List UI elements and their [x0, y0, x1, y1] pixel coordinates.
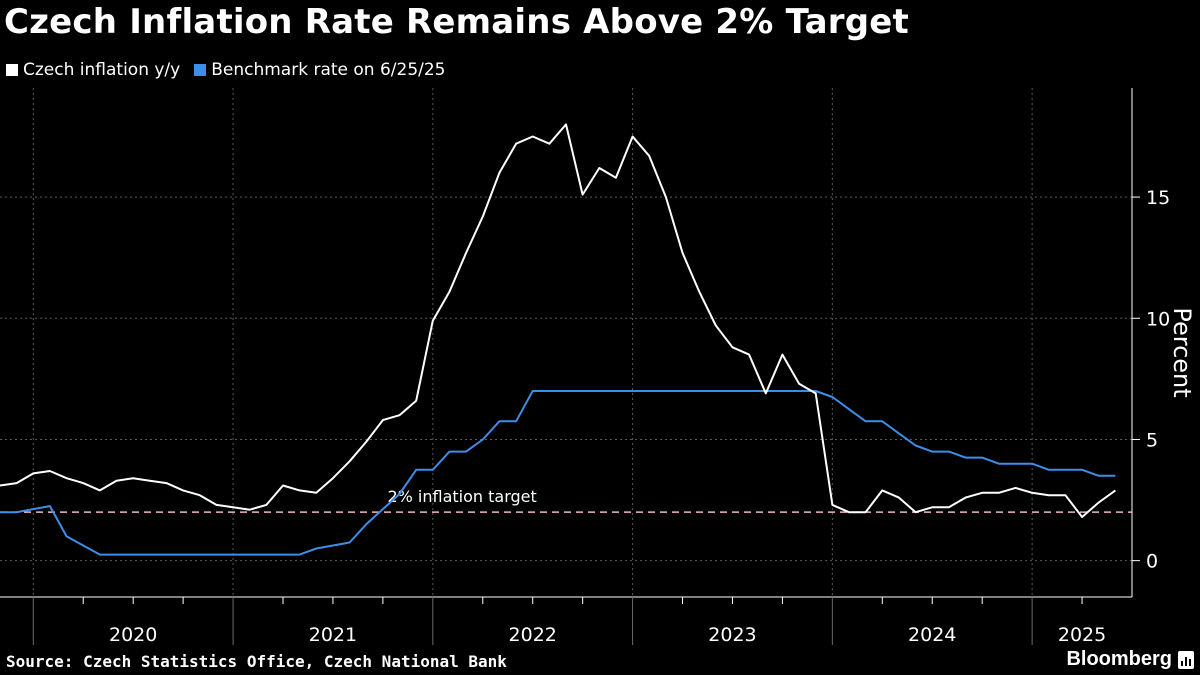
y-tick-label: 0	[1146, 551, 1158, 573]
chart-title: Czech Inflation Rate Remains Above 2% Ta…	[4, 2, 909, 42]
y-tick-label: 15	[1146, 187, 1170, 209]
legend-item-benchmark-rate: Benchmark rate on 6/25/25	[194, 60, 446, 80]
series-line-inflation	[0, 123, 1116, 518]
legend-swatch-inflation	[6, 64, 18, 76]
x-tick-label: 2025	[1058, 624, 1106, 646]
legend: Czech inflation y/y Benchmark rate on 6/…	[6, 60, 446, 80]
y-axis-label: Percent	[1168, 307, 1196, 397]
x-tick-label: 2021	[309, 624, 357, 646]
legend-label-inflation: Czech inflation y/y	[23, 60, 181, 80]
y-tick-label: 10	[1146, 308, 1170, 330]
legend-item-inflation: Czech inflation y/y	[6, 60, 180, 80]
series-line-benchmark-rate	[0, 390, 1116, 556]
legend-label-benchmark-rate: Benchmark rate on 6/25/25	[211, 60, 446, 80]
brand-name: Bloomberg	[1066, 648, 1172, 670]
brand: Bloomberg	[1066, 648, 1194, 671]
x-tick-label: 2024	[908, 624, 956, 646]
y-tick-label: 5	[1146, 429, 1158, 451]
target-reference-label: 2% inflation target	[387, 487, 536, 506]
bloomberg-chart-icon	[1178, 650, 1194, 669]
source-note: Source: Czech Statistics Office, Czech N…	[6, 652, 507, 671]
x-tick-label: 2022	[509, 624, 557, 646]
legend-swatch-benchmark-rate	[194, 64, 207, 76]
x-tick-label: 2023	[708, 624, 756, 646]
x-tick-label: 2020	[109, 624, 157, 646]
